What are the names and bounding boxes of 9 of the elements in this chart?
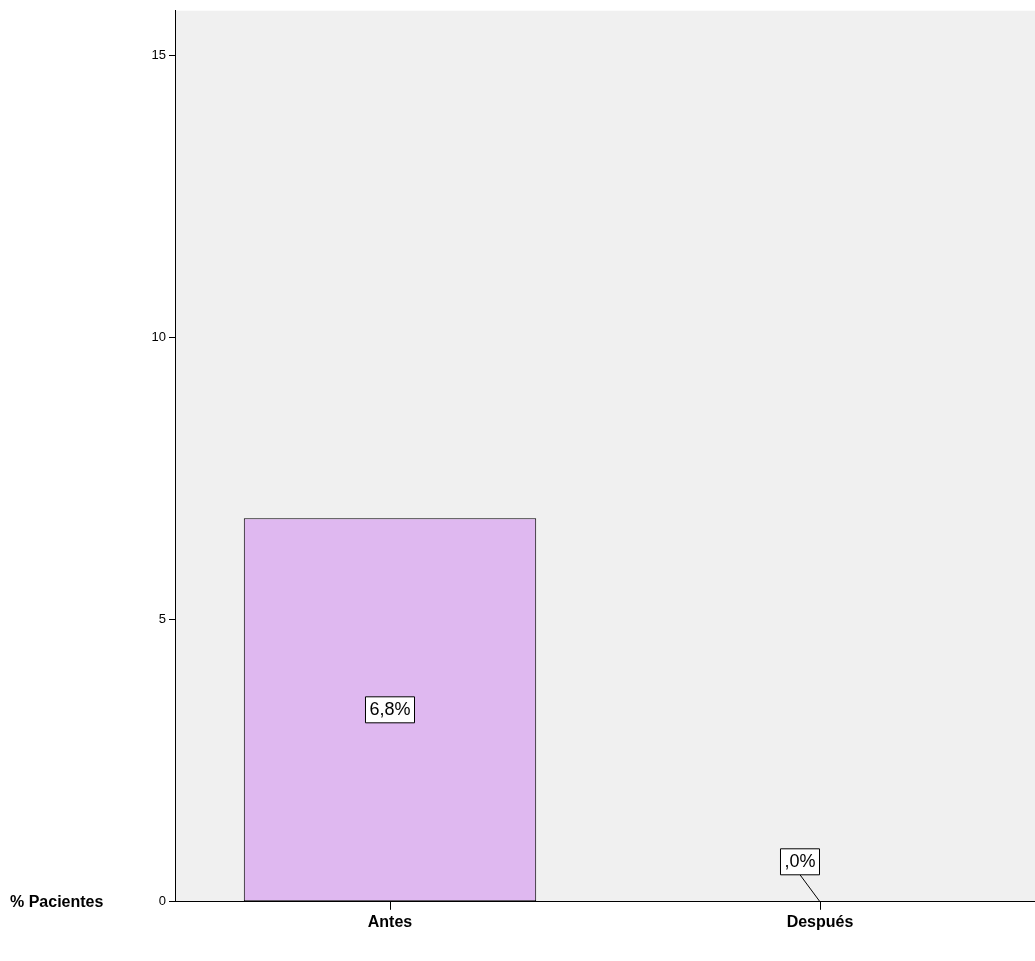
y-tick-label: 0	[158, 893, 166, 909]
y-tick-label: 5	[158, 611, 166, 627]
y-tick-label: 10	[151, 329, 166, 345]
data-label: 6,8%	[369, 698, 411, 719]
x-tick-label: Después	[786, 912, 854, 930]
y-tick-label: 15	[151, 47, 166, 63]
data-label: ,0%	[784, 850, 816, 871]
y-axis-title: % Pacientes	[10, 893, 104, 911]
x-tick-label: Antes	[367, 912, 413, 930]
